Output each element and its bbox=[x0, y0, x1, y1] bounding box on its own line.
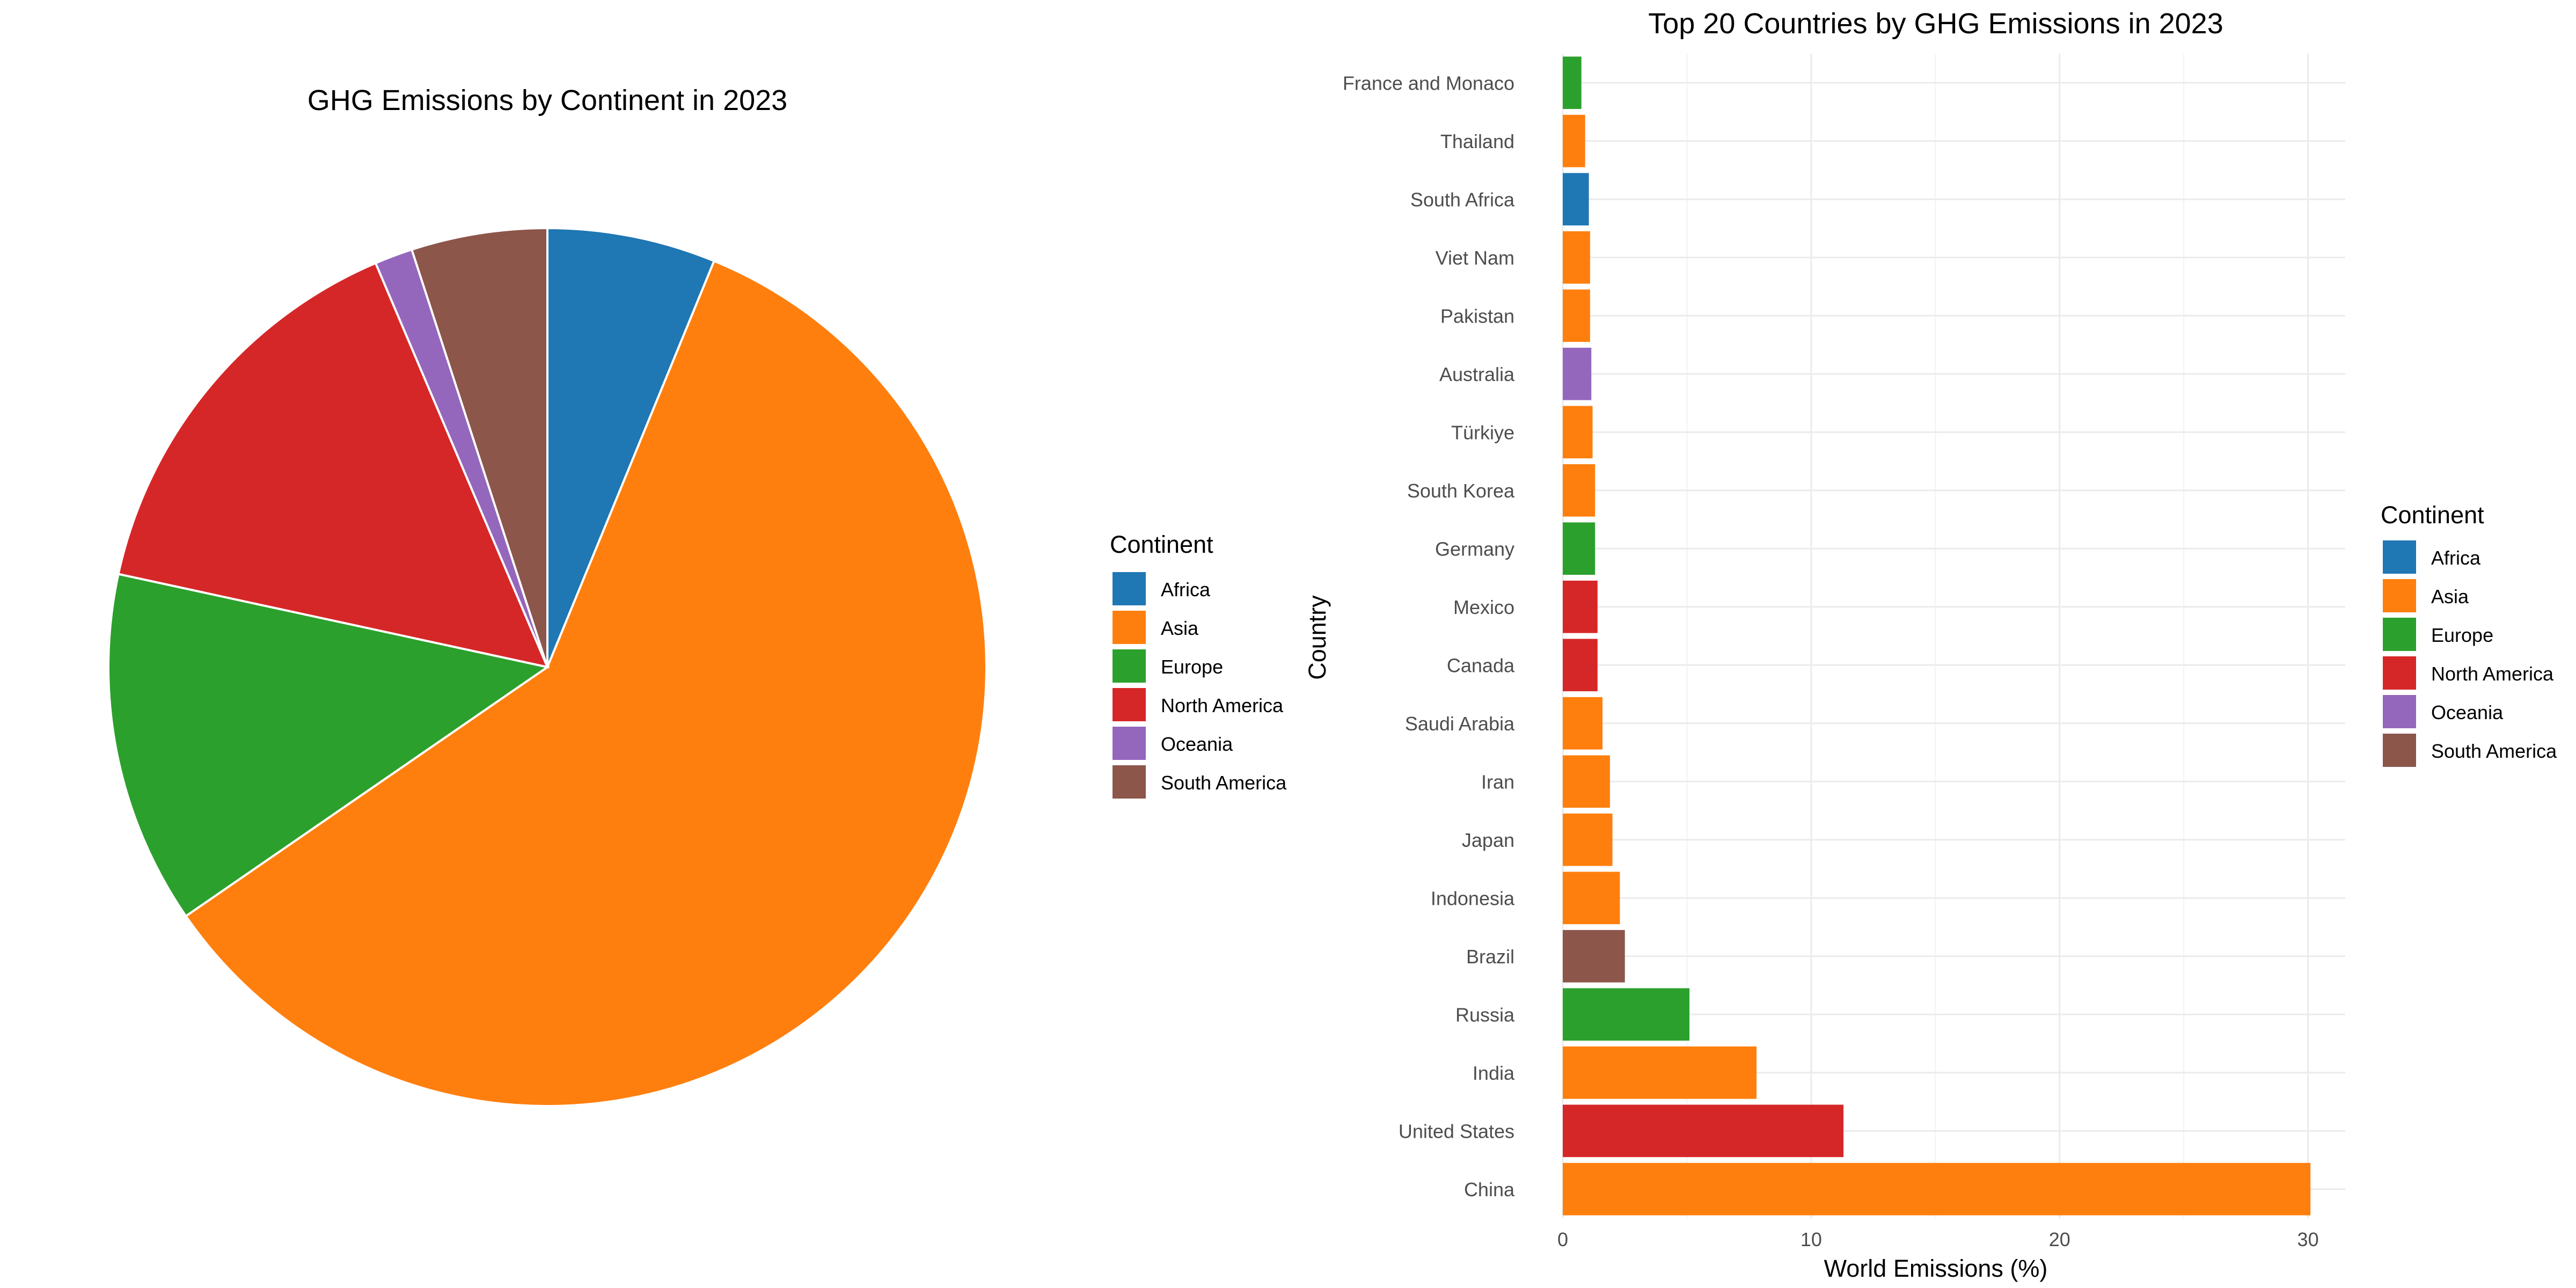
x-tick-label-30: 30 bbox=[2297, 1228, 2319, 1250]
y-tick-label-south-africa: South Africa bbox=[1410, 188, 1515, 210]
x-tick-label-20: 20 bbox=[2049, 1228, 2070, 1250]
y-tick-label-mexico: Mexico bbox=[1453, 596, 1514, 618]
pie-legend-items: Africa Asia Europe North America Oceania Sout… bbox=[1113, 572, 1287, 799]
pie-legend-label-north-america: North America bbox=[1161, 694, 1284, 716]
pie-legend-label-europe: Europe bbox=[1161, 656, 1223, 678]
bar-pakistan bbox=[1563, 289, 1590, 342]
pie-slice-africa bbox=[546, 226, 716, 668]
bar-brazil bbox=[1563, 930, 1625, 983]
pie-legend-label-asia: Asia bbox=[1161, 617, 1199, 639]
bar-china bbox=[1563, 1162, 2311, 1216]
y-tick-label-brazil: Brazil bbox=[1466, 946, 1514, 968]
bar-turkiye bbox=[1563, 406, 1593, 459]
y-tick-label-viet-nam: Viet Nam bbox=[1436, 247, 1514, 269]
y-tick-label-france-and-monaco: France and Monaco bbox=[1343, 72, 1514, 94]
bar-legend-label-south-america: South America bbox=[2431, 740, 2557, 762]
bar-legend-swatch-south-america bbox=[2383, 734, 2416, 767]
x-tick-label-10: 10 bbox=[1801, 1228, 1822, 1250]
y-tick-label-united-states: United States bbox=[1399, 1120, 1514, 1142]
y-tick-label-iran: Iran bbox=[1481, 771, 1514, 793]
bar-x-axis-label: World Emissions (%) bbox=[1824, 1255, 2048, 1282]
pie-legend-label-oceania: Oceania bbox=[1161, 733, 1233, 755]
bar-legend-title: Continent bbox=[2381, 501, 2484, 529]
y-tick-label-canada: Canada bbox=[1447, 654, 1515, 676]
pie-legend-swatch-africa bbox=[1113, 572, 1146, 605]
bar-australia bbox=[1563, 347, 1592, 400]
bar-united-states bbox=[1563, 1104, 1844, 1158]
pie-legend-label-africa: Africa bbox=[1161, 579, 1211, 601]
pie-legend-title: Continent bbox=[1110, 531, 1213, 558]
bar-legend: Continent Africa Asia Europe North America O… bbox=[2381, 501, 2557, 767]
bar-x-tick-labels: 0 10 20 30 bbox=[1557, 1228, 2319, 1250]
bar-legend-swatch-africa bbox=[2383, 540, 2416, 574]
bar-legend-label-europe: Europe bbox=[2431, 624, 2493, 646]
pie-slice-asia bbox=[184, 259, 987, 1107]
y-tick-label-thailand: Thailand bbox=[1440, 130, 1514, 152]
pie-legend-swatch-europe bbox=[1113, 649, 1146, 683]
bar-thailand bbox=[1563, 114, 1585, 167]
pie-slices bbox=[107, 226, 987, 1107]
bar-legend-swatch-oceania bbox=[2383, 695, 2416, 728]
bar-bars bbox=[1563, 56, 2311, 1216]
bar-south-korea bbox=[1563, 464, 1596, 517]
pie-chart: GHG Emissions by Continent in 2023 Conti… bbox=[107, 84, 1287, 1107]
pie-legend-swatch-south-america bbox=[1113, 765, 1146, 799]
pie-legend-swatch-asia bbox=[1113, 611, 1146, 644]
bar-france-and-monaco bbox=[1563, 56, 1582, 109]
bar-saudi-arabia bbox=[1563, 697, 1603, 750]
bar-legend-swatch-north-america bbox=[2383, 656, 2416, 690]
bar-russia bbox=[1563, 988, 1690, 1041]
y-tick-label-south-korea: South Korea bbox=[1407, 480, 1515, 502]
bar-y-axis-label: Country bbox=[1304, 595, 1331, 680]
pie-slice-europe bbox=[107, 573, 550, 918]
bar-legend-label-oceania: Oceania bbox=[2431, 701, 2504, 723]
bar-y-tick-labels: China United States India Russia Brazil Indon… bbox=[1343, 72, 1515, 1201]
bar-legend-label-north-america: North America bbox=[2431, 663, 2554, 685]
y-tick-label-germany: Germany bbox=[1435, 538, 1514, 560]
bar-legend-swatch-asia bbox=[2383, 579, 2416, 612]
bar-legend-swatch-europe bbox=[2383, 618, 2416, 651]
pie-legend-label-south-america: South America bbox=[1161, 772, 1287, 794]
bar-title: Top 20 Countries by GHG Emissions in 202… bbox=[1648, 8, 2223, 40]
pie-slice-south-america bbox=[410, 226, 548, 668]
y-tick-label-china: China bbox=[1464, 1179, 1515, 1201]
bar-iran bbox=[1563, 755, 1610, 808]
bar-south-africa bbox=[1563, 173, 1589, 226]
y-tick-label-japan: Japan bbox=[1462, 829, 1514, 851]
bar-mexico bbox=[1563, 580, 1598, 633]
y-tick-label-pakistan: Pakistan bbox=[1440, 305, 1514, 327]
bar-chart: Top 20 Countries by GHG Emissions in 202… bbox=[1304, 8, 2557, 1282]
pie-title: GHG Emissions by Continent in 2023 bbox=[308, 84, 787, 116]
bar-india bbox=[1563, 1046, 1757, 1099]
y-tick-label-india: India bbox=[1473, 1062, 1515, 1084]
bar-viet-nam bbox=[1563, 231, 1590, 284]
bar-legend-label-asia: Asia bbox=[2431, 586, 2469, 608]
bar-grid bbox=[1562, 54, 2345, 1218]
pie-legend-swatch-north-america bbox=[1113, 688, 1146, 721]
pie-slice-north-america bbox=[117, 261, 550, 669]
bar-legend-items: Africa Asia Europe North America Oceania Sout… bbox=[2383, 540, 2557, 767]
bar-indonesia bbox=[1563, 872, 1620, 925]
x-tick-label-0: 0 bbox=[1557, 1228, 1568, 1250]
y-tick-label-saudi-arabia: Saudi Arabia bbox=[1405, 713, 1515, 735]
bar-germany bbox=[1563, 522, 1596, 575]
pie-legend-swatch-oceania bbox=[1113, 727, 1146, 760]
bar-japan bbox=[1563, 813, 1613, 866]
y-tick-label-turkiye: Türkiye bbox=[1451, 421, 1514, 443]
y-tick-label-indonesia: Indonesia bbox=[1431, 887, 1515, 909]
bar-legend-label-africa: Africa bbox=[2431, 547, 2481, 569]
pie-legend: Continent Africa Asia Europe North America O… bbox=[1110, 531, 1287, 799]
y-tick-label-australia: Australia bbox=[1439, 363, 1515, 385]
bar-canada bbox=[1563, 639, 1598, 692]
y-tick-label-russia: Russia bbox=[1455, 1004, 1515, 1026]
